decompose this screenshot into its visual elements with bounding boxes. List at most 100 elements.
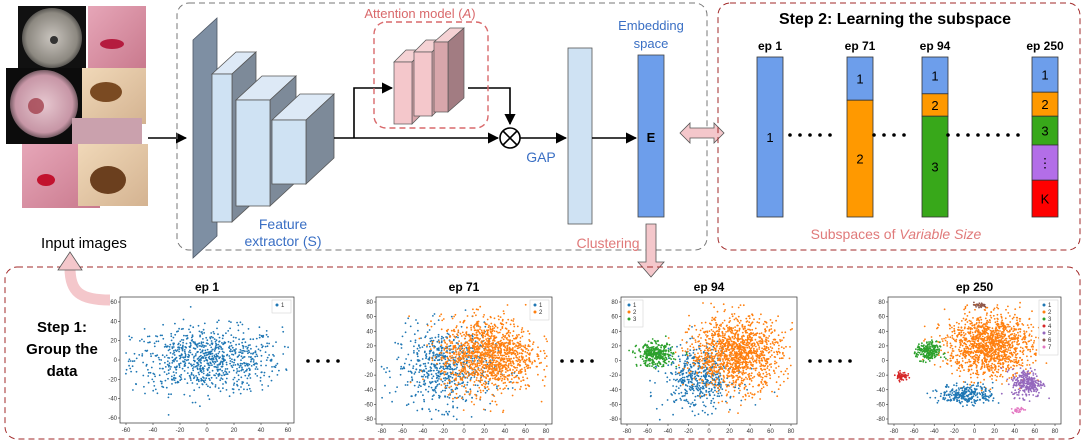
- tsne-point: [732, 368, 734, 371]
- tsne-point: [476, 351, 479, 354]
- tsne-point: [506, 337, 508, 339]
- tsne-point: [751, 328, 754, 331]
- tsne-point: [443, 373, 446, 376]
- tsne-point: [728, 321, 731, 324]
- tsne-point: [239, 364, 242, 367]
- tsne-point: [457, 343, 460, 346]
- tsne-point: [503, 358, 506, 360]
- tsne-point: [718, 395, 721, 398]
- tsne-point: [482, 331, 484, 334]
- tsne-point: [438, 352, 441, 355]
- tsne-point: [171, 378, 173, 381]
- tsne-point: [194, 341, 196, 344]
- tsne-point: [404, 384, 407, 386]
- tsne-point: [497, 384, 500, 387]
- tsne-point: [485, 359, 488, 362]
- tsne-point: [479, 379, 482, 381]
- tsne-point: [508, 335, 511, 338]
- tsne-point: [452, 352, 455, 355]
- tsne-point: [231, 358, 233, 361]
- subspace-segment-label: 3: [1041, 124, 1048, 139]
- tsne-point: [455, 326, 458, 329]
- tsne-point: [459, 371, 462, 374]
- tsne-point: [723, 370, 725, 373]
- tsne-point: [456, 406, 459, 409]
- tsne-point: [470, 329, 473, 331]
- tsne-point: [434, 364, 437, 367]
- tsne-point: [742, 355, 745, 358]
- tsne-point: [466, 356, 469, 359]
- tsne-point: [229, 350, 231, 352]
- tsne-point: [190, 379, 192, 381]
- tsne-point: [441, 319, 444, 322]
- tsne-point: [738, 322, 741, 324]
- tsne-point: [282, 353, 285, 355]
- tsne-point: [731, 306, 734, 308]
- tsne-point: [727, 329, 729, 331]
- tsne-point: [220, 377, 223, 380]
- tsne-point: [434, 359, 436, 362]
- tsne-point: [738, 346, 740, 349]
- tsne-point: [383, 368, 385, 370]
- tsne-point: [692, 403, 695, 406]
- tsne-point: [678, 371, 680, 374]
- tsne-point: [706, 397, 708, 400]
- tsne-point: [693, 324, 696, 327]
- tsne-point: [466, 344, 469, 347]
- tsne-point: [475, 348, 478, 350]
- tsne-point: [756, 341, 758, 343]
- tsne-point: [450, 391, 453, 394]
- tsne-point: [716, 395, 719, 397]
- tsne-point: [491, 382, 493, 385]
- tsne-point: [476, 384, 479, 387]
- tsne-point: [487, 338, 490, 340]
- tsne-point: [746, 363, 749, 366]
- tsne-point: [165, 354, 168, 357]
- tsne-point: [183, 350, 186, 353]
- tsne-point: [676, 372, 679, 375]
- tsne-point: [255, 337, 258, 340]
- tsne-point: [496, 387, 498, 390]
- tsne-point: [500, 392, 503, 395]
- tsne-point: [731, 359, 734, 362]
- tsne-point: [436, 376, 438, 379]
- tsne-point: [193, 360, 196, 363]
- tsne-point: [718, 385, 721, 387]
- tsne-point: [426, 345, 428, 348]
- tsne-point: [491, 370, 494, 373]
- tsne-point: [732, 395, 735, 398]
- tsne-point: [703, 382, 705, 384]
- attention-model: Attention model (A): [364, 6, 489, 129]
- tsne-point: [422, 394, 424, 397]
- tsne-point: [704, 321, 707, 324]
- tsne-point: [479, 372, 482, 374]
- tsne-point: [191, 382, 194, 384]
- tsne-point: [141, 354, 144, 357]
- tsne-point: [184, 362, 187, 365]
- tsne-point: [483, 330, 486, 333]
- tsne-point: [420, 370, 423, 372]
- tsne-point: [738, 383, 741, 386]
- tsne-point: [216, 355, 219, 357]
- tsne-point: [494, 400, 497, 403]
- tsne-point: [740, 379, 743, 382]
- tsne-point: [519, 340, 522, 343]
- tsne-point: [477, 337, 479, 339]
- tsne-point: [448, 352, 451, 355]
- tsne-point: [130, 370, 133, 373]
- tsne-point: [737, 412, 739, 414]
- tsne-point: [655, 407, 658, 410]
- tsne-point: [760, 313, 762, 316]
- tsne-point: [147, 368, 149, 371]
- feature-extractor-label-2: extractor (S): [244, 233, 321, 249]
- tsne-point: [501, 318, 504, 321]
- tsne-point: [225, 389, 228, 391]
- tsne-point: [512, 369, 514, 371]
- subspace-epoch-label: ep 94: [920, 39, 951, 53]
- tsne-point: [747, 352, 750, 355]
- tsne-point: [201, 332, 204, 335]
- tsne-point: [750, 379, 753, 382]
- tsne-point: [786, 367, 788, 370]
- tsne-point: [425, 371, 428, 374]
- tsne-point: [182, 344, 184, 347]
